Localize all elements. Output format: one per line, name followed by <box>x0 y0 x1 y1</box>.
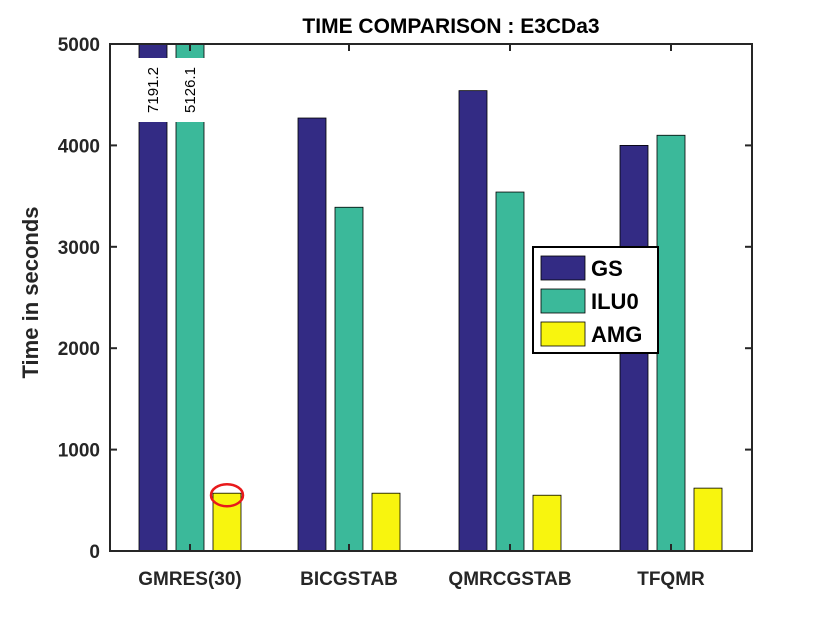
highlight-layer <box>209 482 245 508</box>
x-tick-label: TFQMR <box>637 569 705 590</box>
legend-swatch-amg <box>540 321 586 347</box>
legend: GS ILU0 AMG <box>532 246 659 354</box>
bar-gs-bicgstab <box>297 117 327 552</box>
bar-gs-qmrcgstab <box>458 90 488 552</box>
bar-amg-bicgstab <box>371 492 401 552</box>
axis-break-label: 5126.1 <box>182 67 199 113</box>
y-tick-label: 4000 <box>58 136 100 157</box>
bar-amg-gmres30 <box>212 492 242 552</box>
legend-label-ilu0: ILU0 <box>591 289 639 314</box>
axis-break-label: 7191.2 <box>145 67 162 113</box>
axis-break-gap <box>175 58 205 122</box>
y-tick-label: 1000 <box>58 441 100 462</box>
legend-swatch-gs <box>540 255 586 281</box>
axis-break-layer: 7191.2 5126.1 <box>138 58 205 122</box>
bar-ilu0-qmrcgstab <box>495 191 525 552</box>
x-tick-label: BICGSTAB <box>300 569 398 590</box>
legend-label-gs: GS <box>591 256 623 281</box>
bars-layer <box>138 43 723 552</box>
legend-swatch-ilu0 <box>540 288 586 314</box>
y-axis-label: Time in seconds <box>18 207 43 379</box>
y-tick-label: 0 <box>89 542 100 563</box>
y-tick-label: 3000 <box>58 238 100 259</box>
x-tick-label: GMRES(30) <box>138 569 241 590</box>
highlight-circle <box>209 482 245 508</box>
y-tick-label: 5000 <box>58 35 100 56</box>
legend-label-amg: AMG <box>591 322 642 347</box>
bar-amg-qmrcgstab <box>532 494 562 552</box>
bar-gs-gmres30 <box>138 43 168 552</box>
axes-layer: 0 1000 2000 3000 4000 5000 GMRES(30) BICGSTAB QM… <box>58 35 753 590</box>
chart-title: TIME COMPARISON : E3CDa3 <box>302 15 599 38</box>
bar-ilu0-bicgstab <box>334 206 364 552</box>
y-tick-label: 2000 <box>58 339 100 360</box>
bar-ilu0-gmres30 <box>175 43 205 552</box>
x-tick-label: QMRCGSTAB <box>448 569 571 590</box>
axis-break-gap <box>138 58 168 122</box>
plot-frame <box>109 43 753 552</box>
bar-amg-tfqmr <box>693 487 723 552</box>
bar-ilu0-tfqmr <box>656 134 686 552</box>
